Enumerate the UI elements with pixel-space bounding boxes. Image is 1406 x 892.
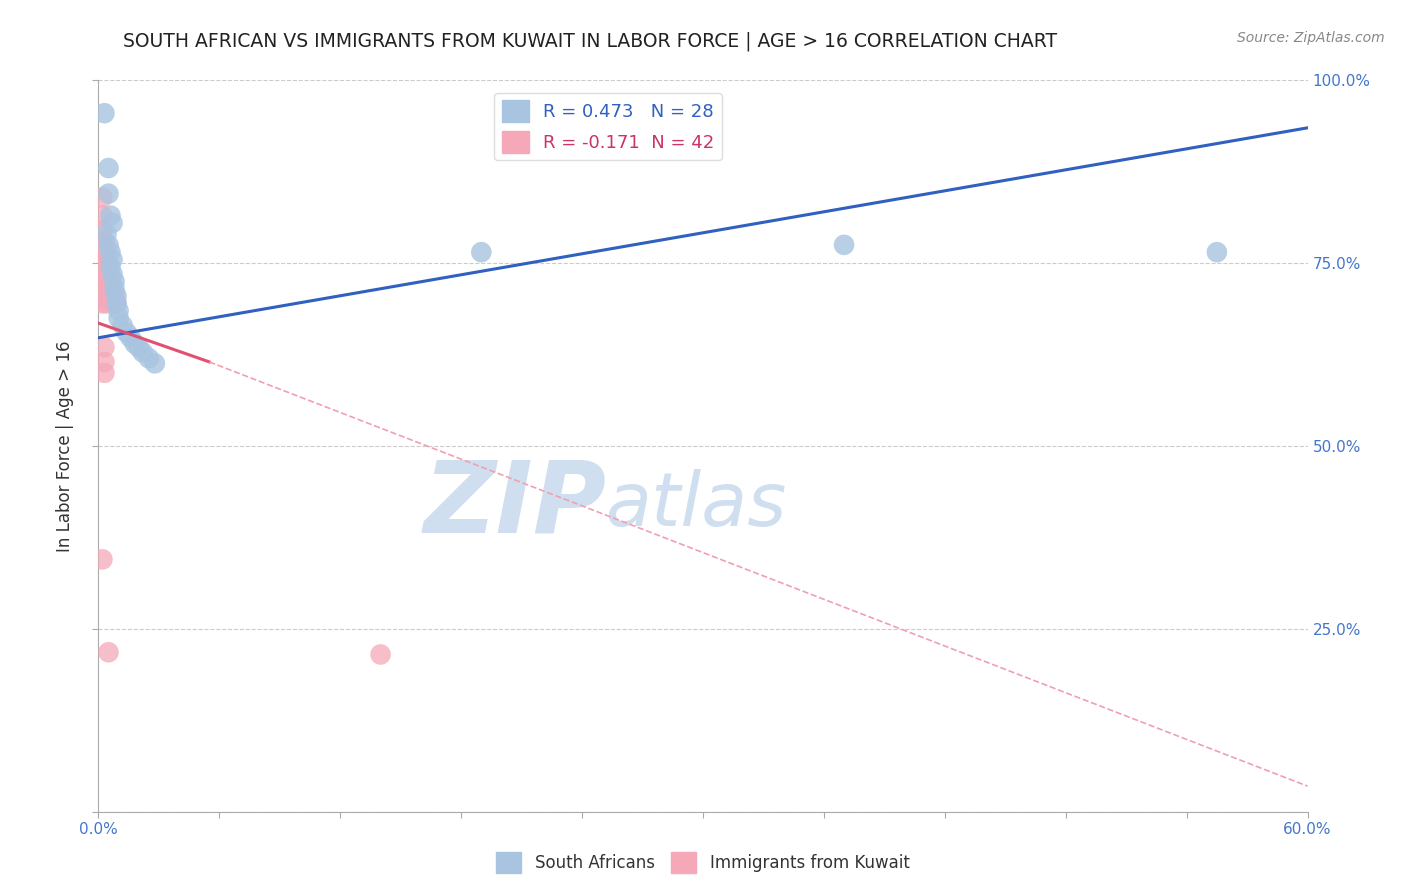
Point [143, 356, 166, 370]
Point [97, 260, 120, 274]
Point [97, 269, 120, 284]
Point [105, 296, 128, 310]
Point [96, 267, 118, 281]
Point [100, 245, 122, 260]
Text: SOUTH AFRICAN VS IMMIGRANTS FROM KUWAIT IN LABOR FORCE | AGE > 16 CORRELATION CH: SOUTH AFRICAN VS IMMIGRANTS FROM KUWAIT … [124, 31, 1057, 51]
Point [91, 245, 114, 260]
Point [93, 281, 115, 295]
Text: ZIP: ZIP [423, 456, 606, 553]
Point [91, 252, 114, 267]
Point [91, 289, 114, 303]
Point [96, 296, 118, 310]
Point [96, 249, 118, 263]
Point [91, 267, 114, 281]
Point [103, 275, 125, 289]
Point [93, 355, 115, 369]
Point [101, 252, 124, 267]
Point [91, 282, 114, 296]
Point [105, 296, 128, 310]
Point [103, 282, 125, 296]
Point [93, 291, 115, 305]
Point [832, 237, 855, 252]
Point [91, 552, 114, 566]
Point [97, 186, 120, 201]
Point [96, 277, 118, 291]
Point [93, 254, 115, 268]
Point [97, 279, 120, 293]
Point [1206, 245, 1229, 260]
Legend: South Africans, Immigrants from Kuwait: South Africans, Immigrants from Kuwait [489, 846, 917, 880]
Point [100, 270, 122, 285]
Point [97, 161, 120, 175]
Point [97, 645, 120, 659]
Y-axis label: In Labor Force | Age > 16: In Labor Force | Age > 16 [56, 340, 75, 552]
Point [101, 216, 124, 230]
Point [103, 286, 125, 301]
Point [91, 190, 114, 204]
Legend: R = 0.473   N = 28, R = -0.171  N = 42: R = 0.473 N = 28, R = -0.171 N = 42 [495, 93, 721, 161]
Point [115, 326, 138, 340]
Point [101, 289, 124, 303]
Point [91, 275, 114, 289]
Point [101, 278, 124, 293]
Point [132, 345, 155, 359]
Point [97, 289, 120, 303]
Point [93, 366, 115, 380]
Point [93, 263, 115, 277]
Point [124, 336, 146, 351]
Point [93, 272, 115, 286]
Point [96, 227, 118, 241]
Point [96, 258, 118, 272]
Text: Source: ZipAtlas.com: Source: ZipAtlas.com [1237, 31, 1385, 45]
Point [100, 209, 122, 223]
Point [93, 106, 115, 120]
Point [101, 267, 124, 281]
Point [96, 286, 118, 301]
Point [107, 303, 129, 318]
Point [91, 296, 114, 310]
Point [93, 234, 115, 248]
Text: atlas: atlas [606, 468, 787, 541]
Point [138, 351, 160, 366]
Point [120, 331, 142, 345]
Point [105, 289, 128, 303]
Point [107, 310, 129, 325]
Point [470, 245, 492, 260]
Point [100, 260, 122, 274]
Point [91, 260, 114, 274]
Point [370, 648, 392, 662]
Point [100, 293, 122, 307]
Point [91, 234, 114, 248]
Point [111, 318, 134, 333]
Point [91, 223, 114, 237]
Point [100, 282, 122, 296]
Point [93, 245, 115, 260]
Point [128, 340, 150, 354]
Point [93, 340, 115, 354]
Point [97, 237, 120, 252]
Point [91, 209, 114, 223]
